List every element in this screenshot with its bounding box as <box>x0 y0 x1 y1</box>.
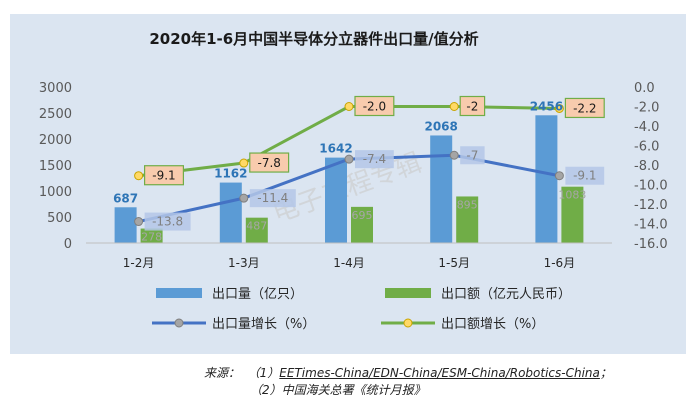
line-data-label: -2 <box>466 100 478 114</box>
legend-marker <box>174 318 184 328</box>
line-marker <box>344 102 354 111</box>
line-marker <box>344 154 354 164</box>
bar <box>351 206 373 243</box>
left-tick-label: 1500 <box>39 159 72 174</box>
line-marker <box>134 171 144 181</box>
bar <box>456 196 479 243</box>
left-axis: 0 500 1000 1500 2000 2500 3000 <box>39 81 72 252</box>
line-label-box <box>565 166 605 185</box>
left-tick-label: 500 <box>47 211 72 226</box>
line-label-box <box>249 152 290 173</box>
right-axis: 0.0 -2.0 -4.0 -6.0 -8.0 -10.0 -12.0 -14.0 -16.0 <box>634 81 668 252</box>
line-label-box <box>249 189 296 208</box>
source-num-1: （1） <box>247 366 280 380</box>
bar-data-label: 695 <box>352 209 373 222</box>
line-label-box <box>459 95 486 117</box>
bar-data-label: 1083 <box>558 189 586 202</box>
legend-label: 出口量（亿只） <box>212 287 303 302</box>
source-line-1: 来源： （1）EETimes-China/EDN-China/ESM-China… <box>204 364 612 381</box>
left-tick-label: 1000 <box>39 185 72 200</box>
line-data-label: -9.1 <box>573 169 596 183</box>
line-data-label: -7.8 <box>257 156 280 170</box>
bar-data-label: 1162 <box>214 167 247 181</box>
bar-data-label: 2456 <box>530 99 563 113</box>
line-data-label: -13.8 <box>152 215 183 229</box>
category-label: 1-6月 <box>544 256 576 270</box>
bar-data-label: 487 <box>246 220 267 233</box>
right-tick-label: -8.0 <box>634 159 659 174</box>
legend-swatch <box>156 288 202 298</box>
labels-layer: 687 1162 1642 2068 2456 278 487 695 895 1083 -13.8… <box>113 95 605 244</box>
bar <box>561 186 584 243</box>
bar <box>430 135 453 243</box>
bar-data-label: 687 <box>113 191 138 205</box>
bar-data-label: 2068 <box>424 119 457 133</box>
line-data-label: -9.1 <box>152 169 175 183</box>
bar <box>219 182 242 243</box>
category-label: 1-3月 <box>228 256 260 270</box>
right-tick-label: -14.0 <box>634 218 668 233</box>
bar <box>325 157 347 243</box>
bars-layer <box>114 115 584 243</box>
line-data-label: -2.2 <box>573 101 596 115</box>
line-label-box <box>564 97 605 119</box>
line-marker <box>239 158 249 168</box>
legend-label: 出口量增长（%） <box>212 317 315 332</box>
left-tick-label: 3000 <box>39 81 72 96</box>
line-marker <box>449 102 459 111</box>
line-label-box <box>460 146 485 165</box>
line-marker <box>554 103 564 113</box>
right-tick-label: -2.0 <box>634 101 659 116</box>
right-tick-label: -10.0 <box>634 179 668 194</box>
line-marker <box>134 217 144 227</box>
line-marker <box>239 193 249 203</box>
right-tick-label: -6.0 <box>634 140 659 155</box>
category-label: 1-2月 <box>123 256 155 270</box>
bar <box>535 115 558 243</box>
line-data-label: -7 <box>466 148 478 162</box>
lines-layer <box>134 102 564 227</box>
legend-label: 出口额（亿元人民币） <box>441 287 571 302</box>
bar-data-label: 895 <box>457 198 478 211</box>
left-tick-label: 0 <box>64 237 72 252</box>
bar <box>245 217 268 243</box>
right-tick-label: -16.0 <box>634 237 668 252</box>
bar <box>114 207 137 243</box>
legend-marker <box>403 318 413 328</box>
left-tick-label: 2000 <box>39 133 72 148</box>
legend-label: 出口额增长（%） <box>441 317 544 332</box>
line-label-box <box>144 212 191 231</box>
category-label: 1-4月 <box>333 256 365 270</box>
source-line-2: （2）中国海关总署《统计月报》 <box>250 383 426 397</box>
source-end-1: ； <box>599 366 612 380</box>
line-data-label: -7.4 <box>363 152 386 166</box>
line-label-box <box>354 95 395 117</box>
line-marker <box>449 150 459 160</box>
line-label-box <box>355 150 394 169</box>
line-marker <box>554 171 564 181</box>
right-tick-label: -12.0 <box>634 198 668 213</box>
right-tick-label: 0.0 <box>634 81 655 96</box>
line-data-label: -11.4 <box>257 191 288 205</box>
bar-data-label: 1642 <box>319 142 352 156</box>
source-prefix: 来源： <box>204 366 241 380</box>
line-label-box <box>144 165 185 186</box>
left-tick-label: 2500 <box>39 107 72 122</box>
legend-swatch <box>385 288 431 298</box>
category-label: 1-5月 <box>438 256 470 270</box>
right-tick-label: -4.0 <box>634 120 659 135</box>
line-data-label: -2.0 <box>363 100 386 114</box>
bar <box>140 228 163 243</box>
chart-title: 2020年1-6月中国半导体分立器件出口量/值分析 <box>149 30 478 48</box>
legend: 出口量（亿只） 出口额（亿元人民币） 出口量增长（%） 出口额增长（%） <box>152 287 571 332</box>
category-axis: 1-2月 1-3月 1-4月 1-5月 1-6月 <box>86 242 612 270</box>
bar-data-label: 278 <box>141 231 162 244</box>
source-link-1: EETimes-China/EDN-China/ESM-China/Roboti… <box>279 366 600 380</box>
